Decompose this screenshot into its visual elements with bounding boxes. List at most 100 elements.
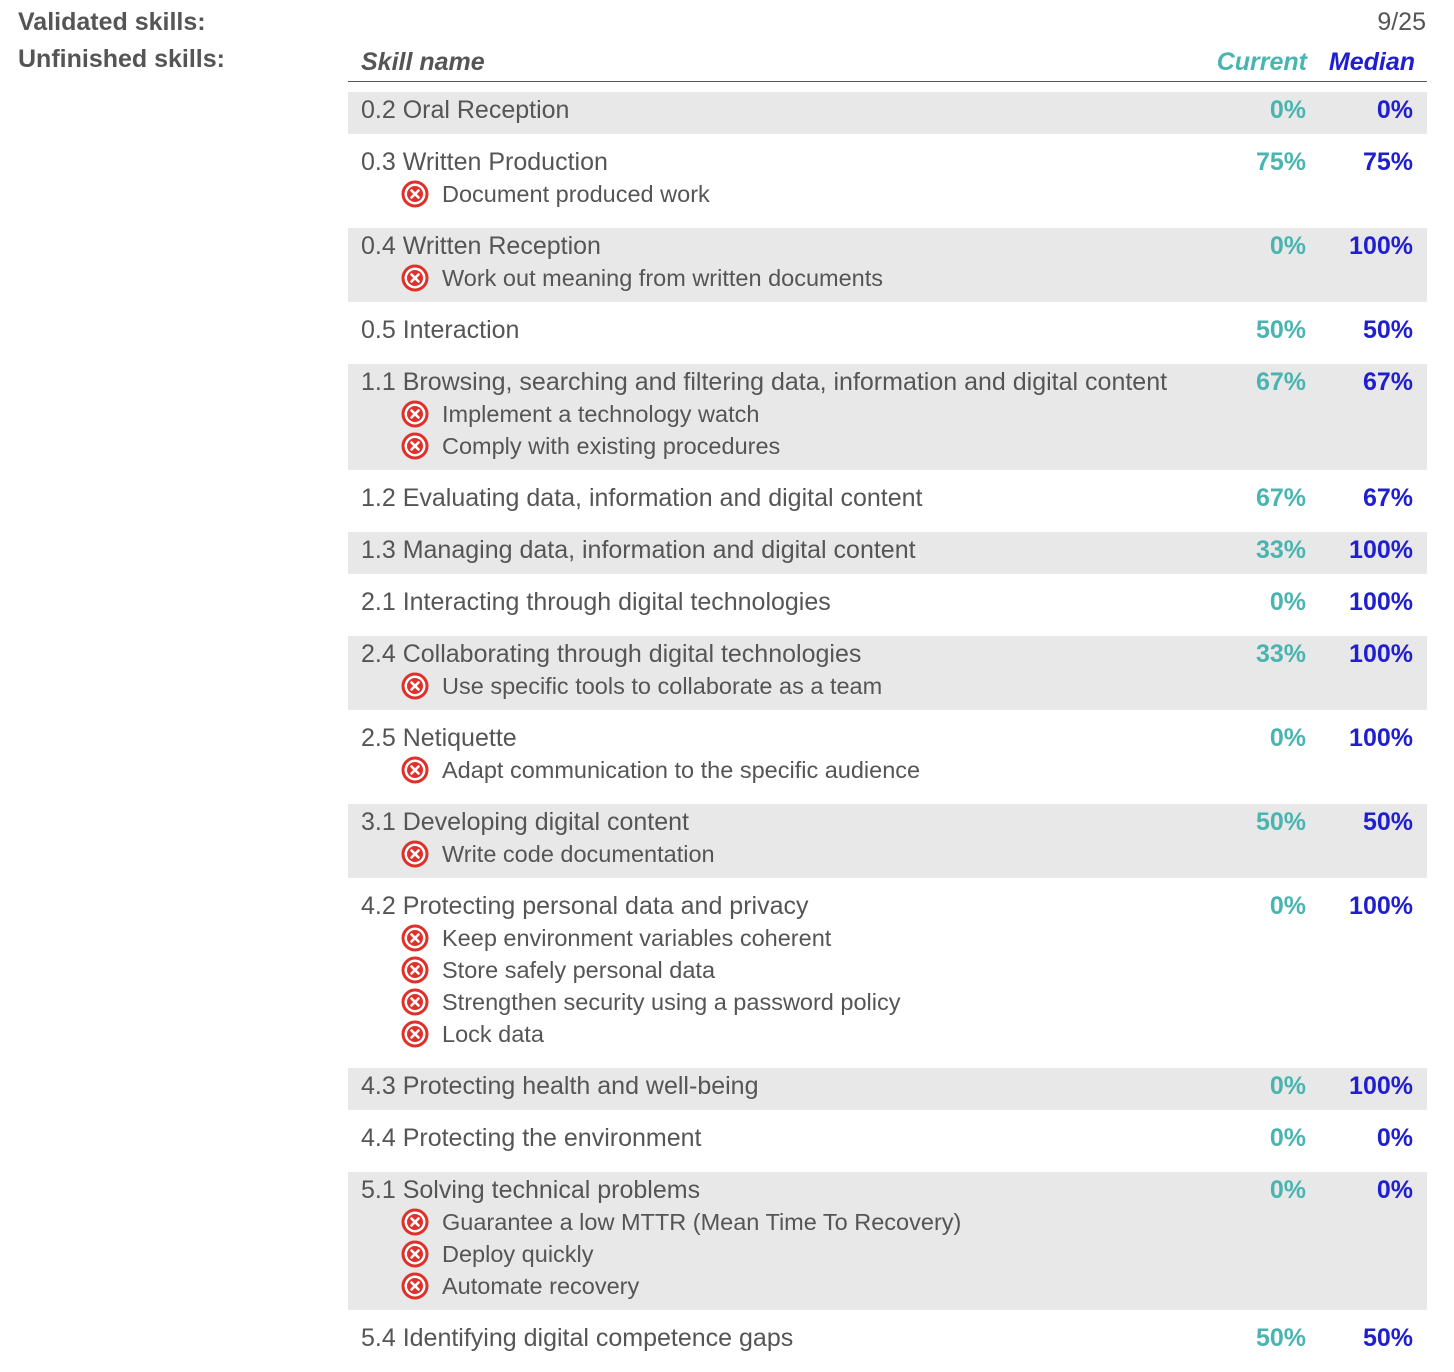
current-percent: 0% <box>1269 588 1306 616</box>
unfinished-subskill: Write code documentation <box>348 838 1427 870</box>
median-percent: 0% <box>1376 1176 1413 1204</box>
failed-x-icon <box>401 1240 429 1268</box>
skill-row: 4.4 Protecting the environment 0% 0% <box>348 1120 1427 1162</box>
unfinished-skills-label: Unfinished skills: <box>18 45 225 73</box>
skill-row: 1.1 Browsing, searching and filtering da… <box>348 364 1427 470</box>
subskill-label: Store safely personal data <box>442 956 716 983</box>
failed-x-icon <box>401 956 429 984</box>
current-percent: 0% <box>1269 96 1306 124</box>
subskill-label: Deploy quickly <box>442 1240 594 1267</box>
current-percent: 0% <box>1269 1176 1306 1204</box>
subskill-label: Use specific tools to collaborate as a t… <box>442 672 883 699</box>
skill-row: 0.2 Oral Reception 0% 0% <box>348 92 1427 134</box>
median-percent: 50% <box>1362 316 1413 344</box>
subskill-label: Guarantee a low MTTR (Mean Time To Recov… <box>442 1208 962 1235</box>
unfinished-subskill: Comply with existing procedures <box>348 430 1427 462</box>
current-percent: 50% <box>1255 808 1306 836</box>
skill-row: 0.4 Written Reception 0% 100% Work out mean… <box>348 228 1427 302</box>
failed-x-icon <box>401 672 429 700</box>
current-percent: 67% <box>1255 484 1306 512</box>
skill-title: 0.5 Interaction <box>361 316 520 344</box>
skill-title: 5.1 Solving technical problems <box>361 1176 701 1204</box>
current-percent: 50% <box>1255 1324 1306 1352</box>
unfinished-subskill: Use specific tools to collaborate as a t… <box>348 670 1427 702</box>
skill-row: 0.5 Interaction 50% 50% <box>348 312 1427 354</box>
failed-x-icon <box>401 1272 429 1300</box>
skill-title: 0.2 Oral Reception <box>361 96 570 124</box>
median-percent: 100% <box>1349 588 1413 616</box>
header-median: Median <box>1328 48 1415 76</box>
skill-row: 1.2 Evaluating data, information and dig… <box>348 480 1427 522</box>
current-percent: 75% <box>1255 148 1306 176</box>
skills-rows: 0.2 Oral Reception 0% 0% 0.3 Written Produc… <box>348 92 1427 1362</box>
failed-x-icon <box>401 180 429 208</box>
subskill-label: Automate recovery <box>442 1272 640 1299</box>
median-percent: 100% <box>1349 892 1413 920</box>
unfinished-subskill: Deploy quickly <box>348 1238 1427 1270</box>
skill-title: 1.1 Browsing, searching and filtering da… <box>361 368 1168 396</box>
median-percent: 75% <box>1362 148 1413 176</box>
median-percent: 100% <box>1349 232 1413 260</box>
current-percent: 0% <box>1269 232 1306 260</box>
skill-row: 1.3 Managing data, information and digit… <box>348 532 1427 574</box>
skill-title: 2.5 Netiquette <box>361 724 517 752</box>
median-percent: 50% <box>1362 808 1413 836</box>
median-percent: 100% <box>1349 640 1413 668</box>
subskill-label: Work out meaning from written documents <box>442 264 884 291</box>
skill-title: 0.4 Written Reception <box>361 232 601 260</box>
skill-row: 2.4 Collaborating through digital techno… <box>348 636 1427 710</box>
failed-x-icon <box>401 840 429 868</box>
subskill-label: Document produced work <box>442 180 710 207</box>
current-percent: 0% <box>1269 892 1306 920</box>
subskill-label: Implement a technology watch <box>442 400 760 427</box>
unfinished-subskill: Document produced work <box>348 178 1427 210</box>
skill-title: 3.1 Developing digital content <box>361 808 690 836</box>
subskill-label: Write code documentation <box>442 840 715 867</box>
skill-row: 5.1 Solving technical problems 0% 0% Guaran… <box>348 1172 1427 1310</box>
subskill-label: Comply with existing procedures <box>442 432 781 459</box>
skill-title: 4.4 Protecting the environment <box>361 1124 702 1152</box>
validated-skills-label: Validated skills: <box>18 8 206 36</box>
header-current: Current <box>1216 48 1307 76</box>
skill-title: 1.3 Managing data, information and digit… <box>361 536 916 564</box>
median-percent: 100% <box>1349 536 1413 564</box>
skill-title: 2.4 Collaborating through digital techno… <box>361 640 862 668</box>
validated-skills-count: 9/25 <box>1377 8 1426 36</box>
failed-x-icon <box>401 1208 429 1236</box>
skill-title: 4.2 Protecting personal data and privacy <box>361 892 809 920</box>
current-percent: 33% <box>1255 640 1306 668</box>
table-header: Skill name Current Median <box>348 44 1427 82</box>
unfinished-subskill: Keep environment variables coherent <box>348 922 1427 954</box>
skill-title: 0.3 Written Production <box>361 148 608 176</box>
subskill-label: Lock data <box>442 1020 544 1047</box>
unfinished-subskill: Lock data <box>348 1018 1427 1050</box>
subskill-label: Adapt communication to the specific audi… <box>442 756 921 783</box>
current-percent: 0% <box>1269 724 1306 752</box>
skill-row: 5.4 Identifying digital competence gaps 5… <box>348 1320 1427 1362</box>
skill-row: 0.3 Written Production 75% 75% Document pro… <box>348 144 1427 218</box>
skills-table: Skill name Current Median 0.2 Oral Recep… <box>348 44 1427 1372</box>
skill-row: 2.5 Netiquette 0% 100% Adapt communication … <box>348 720 1427 794</box>
current-percent: 0% <box>1269 1072 1306 1100</box>
unfinished-subskill: Work out meaning from written documents <box>348 262 1427 294</box>
unfinished-subskill: Automate recovery <box>348 1270 1427 1302</box>
unfinished-subskill: Guarantee a low MTTR (Mean Time To Recov… <box>348 1206 1427 1238</box>
skill-row: 2.1 Interacting through digital technolo… <box>348 584 1427 626</box>
median-percent: 100% <box>1349 1072 1413 1100</box>
current-percent: 0% <box>1269 1124 1306 1152</box>
failed-x-icon <box>401 432 429 460</box>
unfinished-subskill: Strengthen security using a password pol… <box>348 986 1427 1018</box>
failed-x-icon <box>401 988 429 1016</box>
skill-row: 4.3 Protecting health and well-being 0% 10… <box>348 1068 1427 1110</box>
header-skill-name: Skill name <box>361 48 485 76</box>
median-percent: 100% <box>1349 724 1413 752</box>
skill-row: 4.2 Protecting personal data and privacy… <box>348 888 1427 1058</box>
failed-x-icon <box>401 400 429 428</box>
median-percent: 0% <box>1376 1124 1413 1152</box>
subskill-label: Strengthen security using a password pol… <box>442 988 901 1015</box>
median-percent: 67% <box>1362 368 1413 396</box>
current-percent: 67% <box>1255 368 1306 396</box>
median-percent: 50% <box>1362 1324 1413 1352</box>
failed-x-icon <box>401 264 429 292</box>
unfinished-subskill: Store safely personal data <box>348 954 1427 986</box>
